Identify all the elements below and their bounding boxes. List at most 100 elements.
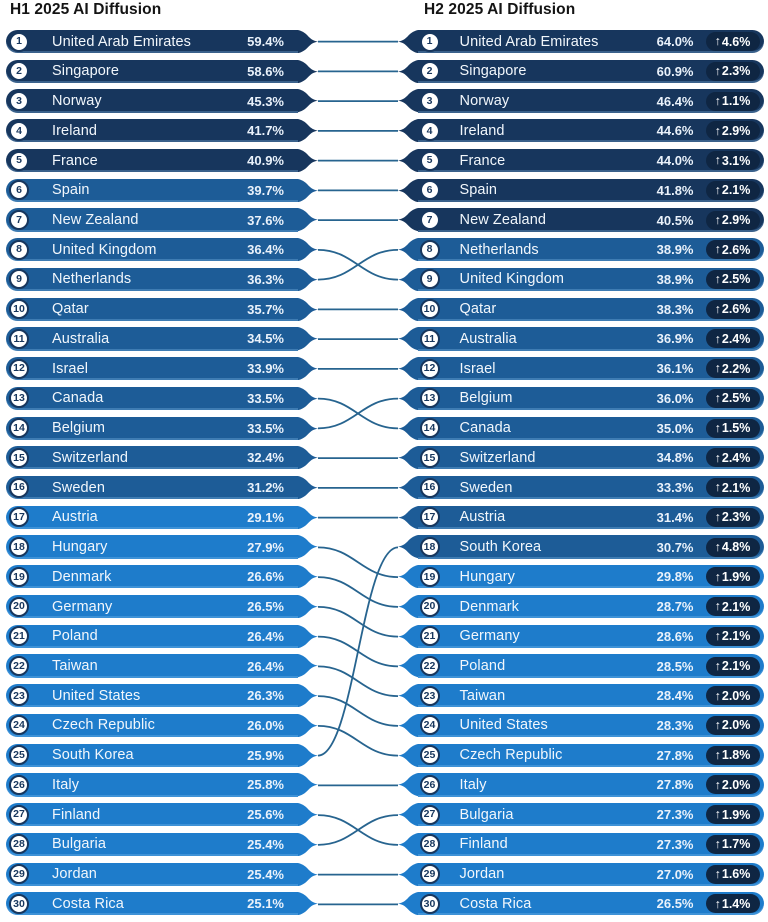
ranking-row: 26 Italy 27.8% ↑ 2.0% xyxy=(397,773,764,797)
ranking-row: 16 Sweden 31.2% xyxy=(6,476,318,500)
ranking-row: 6 Spain 39.7% xyxy=(6,178,318,202)
bar-tail xyxy=(298,327,318,351)
bar-tail xyxy=(298,862,318,886)
up-arrow-icon: ↑ xyxy=(714,569,721,584)
country-bar: 4 Ireland 41.7% xyxy=(6,119,298,143)
delta-badge: ↑ 1.9% xyxy=(705,805,760,825)
value-label: 25.8% xyxy=(247,777,284,793)
country-bar: 21 Germany 28.6% ↑ 2.1% xyxy=(417,624,764,648)
ranking-row: 10 Qatar 38.3% ↑ 2.6% xyxy=(397,297,764,321)
rank-connector-line xyxy=(318,248,398,281)
bar-tail xyxy=(397,684,418,708)
value-label: 34.8% xyxy=(656,450,694,466)
rank-badge: 21 xyxy=(9,626,29,647)
ranking-row: 30 Costa Rica 25.1% xyxy=(6,892,318,916)
value-label: 41.7% xyxy=(247,123,284,139)
ranking-row: 1 United Arab Emirates 59.4% xyxy=(6,30,318,54)
country-bar: 24 United States 28.3% ↑ 2.0% xyxy=(417,713,764,738)
bar-tail xyxy=(397,624,418,648)
delta-badge: ↑ 2.1% xyxy=(705,626,760,646)
country-bar: 20 Germany 26.5% xyxy=(6,594,298,619)
bar-tail xyxy=(298,803,318,827)
ranking-row: 5 France 40.9% xyxy=(6,148,318,173)
delta-badge: ↑ 1.5% xyxy=(705,418,760,438)
ranking-row: 14 Belgium 33.5% xyxy=(6,416,318,440)
country-label: New Zealand xyxy=(459,212,547,228)
value-label: 64.0% xyxy=(656,34,694,50)
up-arrow-icon: ↑ xyxy=(714,539,721,554)
delta-badge: ↑ 2.4% xyxy=(705,448,760,468)
rank-badge: 25 xyxy=(419,745,440,766)
bar-tail xyxy=(298,654,318,678)
rank-badge: 15 xyxy=(419,447,440,468)
ranking-row: 20 Denmark 28.7% ↑ 2.1% xyxy=(397,594,764,619)
delta-label: 1.4% xyxy=(721,896,751,911)
rank-badge: 6 xyxy=(9,180,29,201)
ranking-row: 9 Netherlands 36.3% xyxy=(6,267,318,292)
country-bar: 11 Australia 34.5% xyxy=(6,327,298,351)
rank-badge: 23 xyxy=(419,685,440,706)
up-arrow-icon: ↑ xyxy=(714,64,721,79)
country-label: Norway xyxy=(459,93,510,110)
delta-label: 3.1% xyxy=(721,153,751,168)
ranking-row: 2 Singapore 60.9% ↑ 2.3% xyxy=(397,59,764,83)
value-label: 41.8% xyxy=(656,182,694,198)
value-label: 36.9% xyxy=(656,331,694,347)
bar-tail xyxy=(298,535,318,559)
up-arrow-icon: ↑ xyxy=(714,301,721,316)
ranking-row: 11 Australia 34.5% xyxy=(6,327,318,351)
rank-badge: 24 xyxy=(419,715,440,736)
up-arrow-icon: ↑ xyxy=(714,331,721,346)
rank-badge: 20 xyxy=(419,596,440,617)
bar-tail xyxy=(397,119,418,143)
delta-badge: ↑ 2.4% xyxy=(705,329,760,349)
rank-badge: 7 xyxy=(9,210,29,230)
country-bar: 10 Qatar 35.7% xyxy=(6,297,298,321)
country-label: Spain xyxy=(459,182,498,199)
value-label: 25.1% xyxy=(247,896,284,912)
bar-tail xyxy=(397,505,418,529)
country-bar: 1 United Arab Emirates 59.4% xyxy=(6,30,298,54)
ranking-row: 22 Taiwan 26.4% xyxy=(6,654,318,678)
rank-connector-line xyxy=(318,576,398,608)
delta-badge: ↑ 2.3% xyxy=(705,61,760,81)
country-label: France xyxy=(459,152,506,169)
up-arrow-icon: ↑ xyxy=(714,450,721,465)
bar-tail xyxy=(397,386,418,410)
country-bar: 25 Czech Republic 27.8% ↑ 1.8% xyxy=(417,743,764,767)
delta-badge: ↑ 2.9% xyxy=(705,210,760,230)
country-label: Costa Rica xyxy=(459,895,532,912)
ranking-row: 26 Italy 25.8% xyxy=(6,773,318,797)
country-bar: 23 Taiwan 28.4% ↑ 2.0% xyxy=(417,684,764,708)
up-arrow-icon: ↑ xyxy=(714,34,721,49)
bar-tail xyxy=(298,892,318,916)
value-label: 28.3% xyxy=(656,717,694,733)
up-arrow-icon: ↑ xyxy=(714,480,721,495)
rank-badge: 17 xyxy=(419,507,440,528)
ranking-row: 2 Singapore 58.6% xyxy=(6,59,318,83)
delta-label: 2.0% xyxy=(721,718,751,733)
rank-badge: 24 xyxy=(9,715,29,736)
delta-label: 4.6% xyxy=(721,34,751,49)
bar-tail xyxy=(397,178,418,202)
value-label: 28.5% xyxy=(656,658,694,674)
delta-label: 2.6% xyxy=(721,302,751,317)
rank-badge: 1 xyxy=(419,31,440,52)
delta-badge: ↑ 3.1% xyxy=(705,151,760,171)
country-label: South Korea xyxy=(52,747,134,764)
ranking-row: 13 Belgium 36.0% ↑ 2.5% xyxy=(397,386,764,410)
delta-badge: ↑ 1.4% xyxy=(705,894,760,914)
ranking-row: 19 Hungary 29.8% ↑ 1.9% xyxy=(397,565,764,589)
value-label: 26.4% xyxy=(247,628,284,644)
rank-badge: 5 xyxy=(419,150,440,171)
rank-badge: 8 xyxy=(9,239,29,260)
rank-badge: 6 xyxy=(419,180,440,201)
ranking-row: 18 South Korea 30.7% ↑ 4.8% xyxy=(397,535,764,559)
country-bar: 7 New Zealand 37.6% xyxy=(6,208,298,232)
rank-badge: 9 xyxy=(419,269,440,290)
rank-badge: 12 xyxy=(9,358,29,379)
country-bar: 16 Sweden 31.2% xyxy=(6,476,298,500)
up-arrow-icon: ↑ xyxy=(714,688,721,703)
country-bar: 10 Qatar 38.3% ↑ 2.6% xyxy=(417,297,764,321)
country-label: Finland xyxy=(52,806,101,823)
